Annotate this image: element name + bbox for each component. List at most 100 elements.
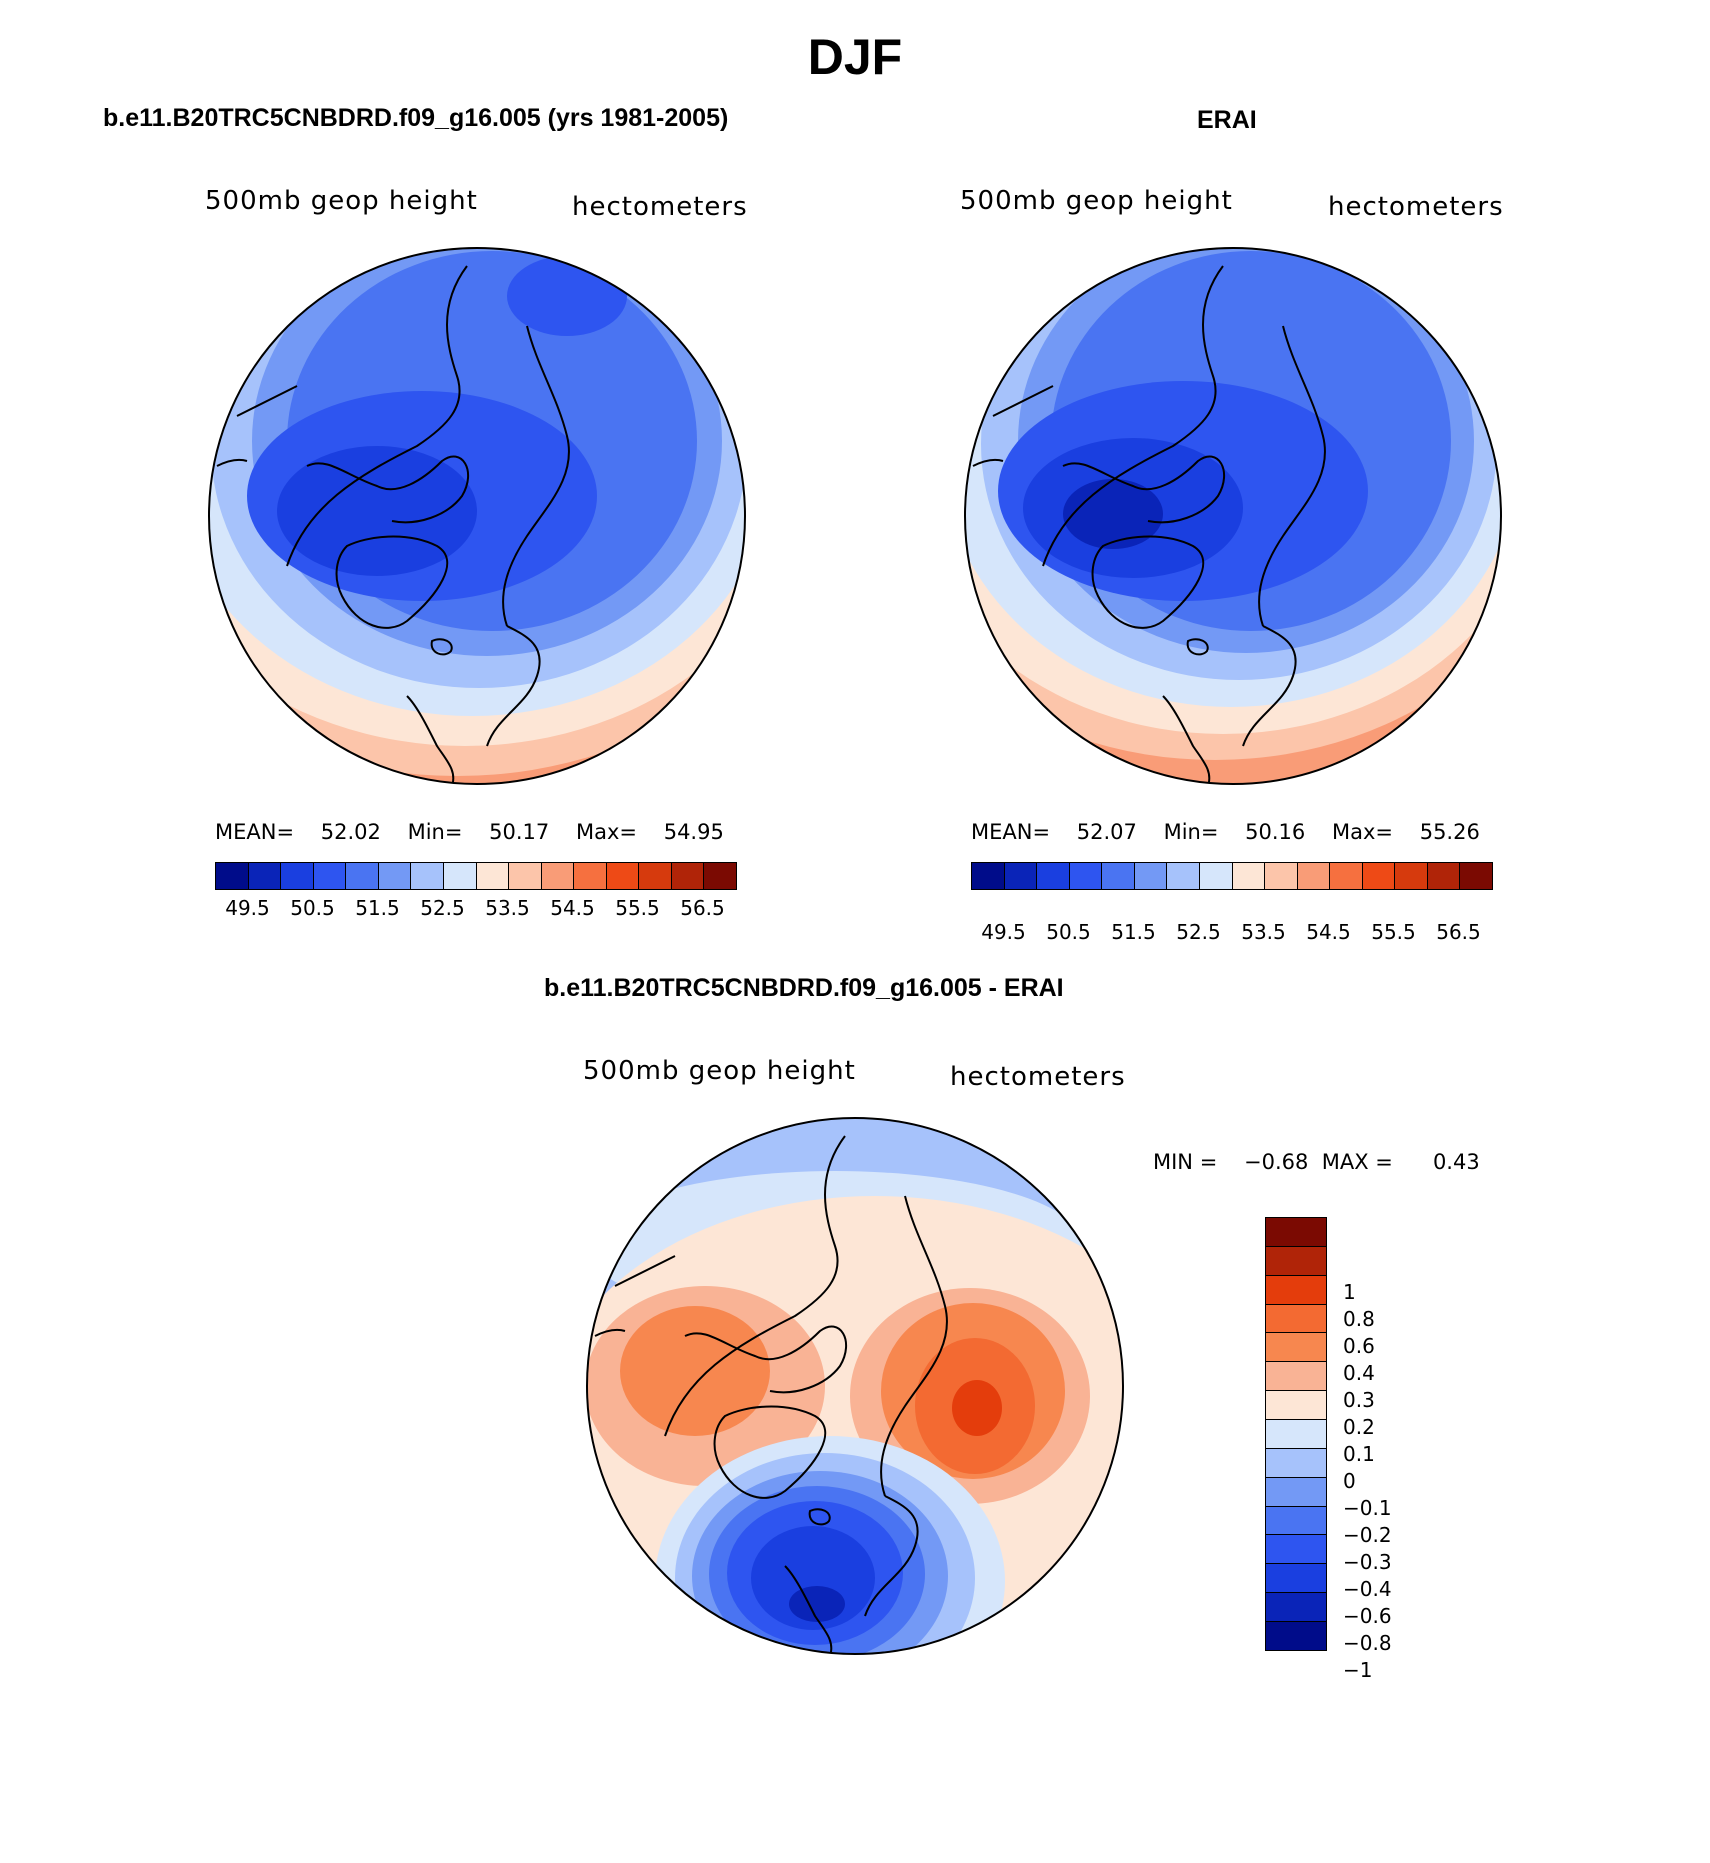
colorbar-tick-label: 1 bbox=[1343, 1280, 1356, 1304]
colorbar-tick-label: 53.5 bbox=[1241, 920, 1286, 944]
colorbar-swatch bbox=[671, 863, 705, 889]
panel2-max-label: Max= bbox=[1331, 820, 1393, 844]
colorbar-swatch bbox=[1395, 863, 1428, 889]
colorbar-swatch bbox=[1134, 863, 1168, 889]
colorbar-swatch bbox=[1362, 863, 1396, 889]
panel1-title: b.e11.B20TRC5CNBDRD.f09_g16.005 (yrs 198… bbox=[103, 104, 729, 132]
colorbar-swatch bbox=[1232, 863, 1266, 889]
panel3-variable-label: 500mb geop height bbox=[583, 1056, 856, 1086]
panel2-colorbar-ticks: 49.5 50.5 51.5 52.5 53.5 54.5 55.5 56.5 bbox=[971, 920, 1491, 944]
colorbar-tick-label: 0.6 bbox=[1343, 1334, 1375, 1358]
panel1-polar-map bbox=[208, 247, 746, 785]
colorbar-swatch bbox=[248, 863, 282, 889]
figure-title: DJF bbox=[807, 29, 903, 85]
colorbar-swatch bbox=[1266, 1420, 1326, 1449]
panel3-colorbar bbox=[1265, 1217, 1327, 1651]
colorbar-swatch bbox=[313, 863, 347, 889]
colorbar-swatch bbox=[476, 863, 510, 889]
colorbar-tick-label: −1 bbox=[1343, 1658, 1373, 1682]
panel2-polar-map bbox=[964, 247, 1502, 785]
panel1-min-value: 50.17 bbox=[489, 820, 550, 844]
colorbar-tick-label: 52.5 bbox=[420, 896, 465, 920]
panel1-mean-label: MEAN= bbox=[215, 820, 295, 844]
panel1-colorbar bbox=[215, 862, 737, 890]
colorbar-swatch bbox=[574, 863, 607, 889]
panel1-variable-label: 500mb geop height bbox=[205, 186, 478, 216]
panel3-title: b.e11.B20TRC5CNBDRD.f09_g16.005 - ERAI bbox=[544, 974, 1064, 1002]
colorbar-tick-label: 54.5 bbox=[1306, 920, 1351, 944]
colorbar-tick-label: 49.5 bbox=[981, 920, 1026, 944]
panel3-max-value: 0.43 bbox=[1432, 1150, 1480, 1174]
colorbar-tick-label: −0.6 bbox=[1343, 1604, 1392, 1628]
panel3-min-label: MIN = bbox=[1153, 1150, 1218, 1174]
colorbar-swatch bbox=[1265, 863, 1298, 889]
colorbar-swatch bbox=[1266, 1362, 1326, 1392]
colorbar-tick-label: 0.4 bbox=[1343, 1361, 1375, 1385]
colorbar-tick-label: 0.8 bbox=[1343, 1307, 1375, 1331]
panel1-colorbar-ticks: 49.5 50.5 51.5 52.5 53.5 54.5 55.5 56.5 bbox=[215, 896, 735, 920]
colorbar-swatch bbox=[1330, 863, 1363, 889]
colorbar-tick-label: 0 bbox=[1343, 1469, 1356, 1493]
colorbar-tick-label: −0.1 bbox=[1343, 1496, 1392, 1520]
colorbar-swatch bbox=[606, 863, 640, 889]
panel1-min-label: Min= bbox=[407, 820, 463, 844]
colorbar-tick-label: 56.5 bbox=[680, 896, 725, 920]
panel2-title: ERAI bbox=[1197, 106, 1257, 134]
colorbar-swatch bbox=[1266, 1564, 1326, 1594]
panel2-stats: MEAN= 52.07 Min= 50.16 Max= 55.26 bbox=[971, 820, 1480, 844]
colorbar-swatch bbox=[1266, 1275, 1326, 1305]
colorbar-swatch bbox=[1266, 1333, 1326, 1363]
colorbar-tick-label: 0.1 bbox=[1343, 1442, 1375, 1466]
colorbar-swatch bbox=[1266, 1622, 1326, 1650]
colorbar-swatch bbox=[972, 863, 1005, 889]
colorbar-swatch bbox=[1266, 1391, 1326, 1421]
panel1-units-label: hectometers bbox=[572, 192, 748, 222]
colorbar-swatch bbox=[1167, 863, 1200, 889]
colorbar-tick-label: −0.2 bbox=[1343, 1523, 1392, 1547]
colorbar-tick-label: −0.3 bbox=[1343, 1550, 1392, 1574]
colorbar-swatch bbox=[1266, 1448, 1326, 1478]
panel3-colorbar-ticks: 1 0.8 0.6 0.4 0.3 0.2 0.1 0 −0.1 −0.2 −0.3 −0.4 −0.6… bbox=[1343, 1265, 1423, 1697]
colorbar-swatch bbox=[346, 863, 379, 889]
panel3-min-value: −0.68 bbox=[1244, 1150, 1309, 1174]
panel2-colorbar bbox=[971, 862, 1493, 890]
colorbar-swatch bbox=[541, 863, 575, 889]
panel3-max-label: MAX = bbox=[1321, 1150, 1393, 1174]
colorbar-swatch bbox=[1297, 863, 1331, 889]
colorbar-swatch bbox=[378, 863, 412, 889]
colorbar-swatch bbox=[704, 863, 736, 889]
colorbar-swatch bbox=[509, 863, 542, 889]
colorbar-tick-label: 50.5 bbox=[290, 896, 335, 920]
colorbar-tick-label: −0.4 bbox=[1343, 1577, 1392, 1601]
panel1-mean-value: 52.02 bbox=[320, 820, 381, 844]
panel2-max-value: 55.26 bbox=[1419, 820, 1480, 844]
colorbar-tick-label: 51.5 bbox=[355, 896, 400, 920]
colorbar-swatch bbox=[1266, 1218, 1326, 1247]
colorbar-swatch bbox=[1266, 1246, 1326, 1276]
colorbar-swatch bbox=[1266, 1506, 1326, 1536]
colorbar-tick-label: 53.5 bbox=[485, 896, 530, 920]
colorbar-swatch bbox=[411, 863, 444, 889]
colorbar-swatch bbox=[1199, 863, 1233, 889]
colorbar-tick-label: 51.5 bbox=[1111, 920, 1156, 944]
colorbar-tick-label: 50.5 bbox=[1046, 920, 1091, 944]
panel3-stats: MIN = −0.68 MAX = 0.43 bbox=[1153, 1150, 1480, 1174]
colorbar-swatch bbox=[1069, 863, 1103, 889]
panel1-max-label: Max= bbox=[575, 820, 637, 844]
colorbar-swatch bbox=[1037, 863, 1070, 889]
panel3-units-label: hectometers bbox=[950, 1062, 1126, 1092]
colorbar-swatch bbox=[1102, 863, 1135, 889]
colorbar-tick-label: 55.5 bbox=[615, 896, 660, 920]
colorbar-swatch bbox=[281, 863, 314, 889]
colorbar-swatch bbox=[1266, 1593, 1326, 1623]
panel3-polar-map bbox=[586, 1117, 1124, 1655]
colorbar-swatch bbox=[1427, 863, 1461, 889]
panel2-mean-label: MEAN= bbox=[971, 820, 1051, 844]
panel2-units-label: hectometers bbox=[1328, 192, 1504, 222]
colorbar-swatch bbox=[443, 863, 477, 889]
colorbar-tick-label: −0.8 bbox=[1343, 1631, 1392, 1655]
colorbar-swatch bbox=[1004, 863, 1038, 889]
panel1-max-value: 54.95 bbox=[663, 820, 724, 844]
panel1-stats: MEAN= 52.02 Min= 50.17 Max= 54.95 bbox=[215, 820, 724, 844]
colorbar-swatch bbox=[1266, 1535, 1326, 1565]
